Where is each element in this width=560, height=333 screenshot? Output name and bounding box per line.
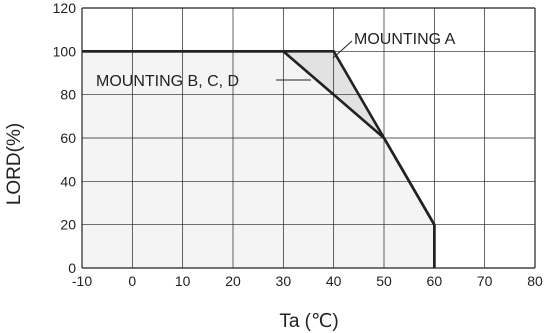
x-tick-label: 0 xyxy=(128,273,136,289)
x-tick-label: -10 xyxy=(72,273,92,289)
x-tick-label: 30 xyxy=(276,273,292,289)
series-lines xyxy=(82,50,436,268)
y-tick-label: 80 xyxy=(60,87,76,103)
annotation-leader-mounting-a xyxy=(332,40,353,59)
y-axis-title: LORD(%) xyxy=(4,123,25,205)
x-tick-label: 40 xyxy=(326,273,342,289)
x-axis-title: Ta (℃) xyxy=(279,311,338,332)
y-tick-label: 0 xyxy=(68,260,76,276)
annotations: MOUNTING A MOUNTING B, C, D xyxy=(96,31,456,90)
annotation-mounting-a: MOUNTING A xyxy=(354,31,456,48)
y-tick-label: 60 xyxy=(60,130,76,146)
x-tick-label: 50 xyxy=(376,273,392,289)
y-tick-label: 20 xyxy=(60,217,76,233)
area-fill-mounting-b-c-d xyxy=(82,51,435,269)
x-tick-label: 10 xyxy=(175,273,191,289)
y-tick-label: 100 xyxy=(53,43,77,59)
series-line-mounting-b-c-d xyxy=(82,50,436,268)
y-tick-label: 120 xyxy=(53,0,77,16)
x-tick-label: 70 xyxy=(477,273,493,289)
annotation-mounting-b-c-d: MOUNTING B, C, D xyxy=(96,73,239,90)
x-tick-label: 60 xyxy=(427,273,443,289)
x-tick-label: 80 xyxy=(527,273,543,289)
y-tick-label: 40 xyxy=(60,173,76,189)
x-tick-label: 20 xyxy=(225,273,241,289)
